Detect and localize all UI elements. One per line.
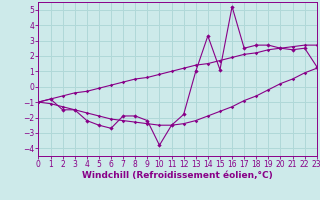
X-axis label: Windchill (Refroidissement éolien,°C): Windchill (Refroidissement éolien,°C)	[82, 171, 273, 180]
